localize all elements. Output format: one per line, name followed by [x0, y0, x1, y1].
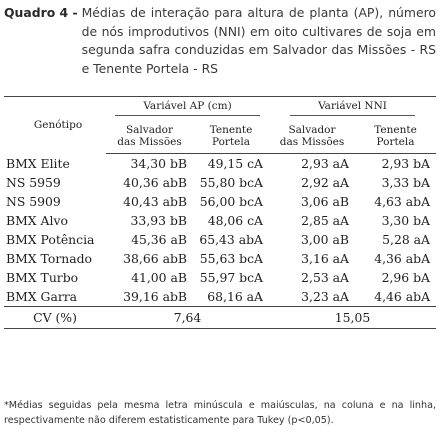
cv-ap-value: 7,64	[106, 306, 269, 329]
ap-salvador-cell: 40,43 abB	[123, 194, 187, 209]
subheader-nni-tenente: Tenente Portela	[355, 119, 437, 154]
nni-tenente-cell: 4,46 abA	[355, 287, 437, 307]
ap-tenente-cell: 49,15 cA	[207, 156, 263, 171]
ap-tenente-cell: 48,06 cA	[207, 213, 263, 228]
nni-tenente-cell: 2,93 bA	[381, 156, 431, 171]
nni-salvador-cell: 2,93 aA	[301, 156, 349, 171]
subheader-salvador-line1: Salvador	[288, 124, 336, 136]
ap-tenente-cell: 56,00 bcA	[199, 194, 263, 209]
ap-salvador-cell: 45,36 aB	[131, 232, 187, 247]
group-header-ap-label: Variável AP (cm)	[115, 100, 260, 116]
nni-salvador-cell: 3,00 aB	[300, 232, 349, 247]
cv-row: CV (%) 7,64 15,05	[4, 306, 437, 329]
subheader-salvador-line1: Salvador	[125, 124, 174, 136]
subheader-salvador-line2: das Missões	[279, 136, 345, 148]
table-row: BMX Alvo 33,93 bB 48,06 cA 2,85 aA 3,30 …	[4, 211, 436, 230]
ap-salvador-cell: 34,30 bB	[130, 156, 187, 171]
subheader-ap-salvador: Salvador das Missões	[106, 119, 193, 154]
ap-tenente-cell: 68,16 aA	[193, 287, 269, 307]
subheader-tenente-line2: Portela	[376, 136, 415, 148]
ap-tenente-cell: 55,80 bcA	[199, 175, 263, 190]
nni-salvador-cell: 3,06 aB	[300, 194, 349, 209]
table-row: BMX Potência 45,36 aB 65,43 abA 3,00 aB …	[4, 230, 436, 249]
table-row: NS 5959 40,36 abB 55,80 bcA 2,92 aA 3,33…	[4, 173, 436, 192]
nni-tenente-cell: 3,33 bA	[381, 175, 431, 190]
group-header-ap: Variável AP (cm)	[106, 96, 269, 119]
table-caption: Quadro 4 - Médias de interação para altu…	[4, 4, 436, 78]
nni-tenente-cell: 3,30 bA	[381, 213, 431, 228]
caption-text: Médias de interação para altura de plant…	[81, 5, 436, 76]
table-row: BMX Garra 39,16 abB 68,16 aA 3,23 aA 4,4…	[4, 287, 437, 307]
subheader-nni-salvador: Salvador das Missões	[269, 119, 355, 154]
ap-tenente-cell: 55,63 bcA	[199, 251, 263, 266]
genotype-cell: NS 5909	[6, 194, 61, 209]
subheader-tenente-line1: Tenente	[209, 124, 253, 136]
table-row: BMX Turbo 41,00 aB 55,97 bcA 2,53 aA 2,9…	[4, 268, 436, 287]
header-sub-row: Salvador das Missões Tenente Portela Salva…	[4, 119, 437, 154]
ap-salvador-cell: 38,66 abB	[123, 251, 187, 266]
cv-label: CV (%)	[4, 306, 106, 329]
genotype-cell: BMX Elite	[6, 155, 70, 171]
ap-salvador-cell: 33,93 bB	[130, 213, 187, 228]
ap-salvador-cell: 41,00 aB	[131, 270, 187, 285]
genotype-cell: NS 5959	[6, 175, 61, 190]
nni-tenente-cell: 4,63 abA	[374, 194, 431, 209]
table-footnote: *Médias seguidas pela mesma letra minúsc…	[4, 400, 436, 426]
ap-tenente-cell: 65,43 abA	[199, 232, 263, 247]
ap-tenente-cell: 55,97 bcA	[199, 270, 263, 285]
results-table: Genótipo Variável AP (cm) Variável NNI S…	[4, 96, 437, 329]
nni-tenente-cell: 4,36 abA	[374, 251, 431, 266]
ap-salvador-cell: 39,16 abB	[106, 287, 193, 307]
group-header-nni-label: Variável NNI	[290, 100, 415, 116]
nni-tenente-cell: 2,96 bA	[381, 270, 431, 285]
table-row: BMX Elite 34,30 bB 49,15 cA 2,93 aA 2,93…	[4, 154, 436, 174]
genotype-cell: BMX Alvo	[6, 213, 68, 228]
caption-label: Quadro 4 -	[4, 5, 78, 20]
table-row: NS 5909 40,43 abB 56,00 bcA 3,06 aB 4,63…	[4, 192, 436, 211]
subheader-tenente-line2: Portela	[211, 136, 251, 148]
nni-salvador-cell: 3,16 aA	[301, 251, 349, 266]
genotype-cell: BMX Tornado	[6, 251, 92, 266]
subheader-salvador-line2: das Missões	[117, 136, 182, 148]
group-header-nni: Variável NNI	[269, 96, 437, 119]
genotype-cell: BMX Potência	[6, 232, 95, 247]
genotype-cell: BMX Garra	[4, 287, 106, 307]
genotype-header: Genótipo	[4, 96, 106, 154]
nni-salvador-cell: 2,85 aA	[301, 213, 349, 228]
subheader-ap-tenente: Tenente Portela	[193, 119, 269, 154]
cv-nni-value: 15,05	[269, 306, 437, 329]
genotype-cell: BMX Turbo	[6, 270, 79, 285]
nni-tenente-cell: 5,28 aA	[382, 232, 431, 247]
nni-salvador-cell: 2,53 aA	[301, 270, 349, 285]
nni-salvador-cell: 2,92 aA	[301, 175, 349, 190]
table-row: BMX Tornado 38,66 abB 55,63 bcA 3,16 aA …	[4, 249, 436, 268]
header-group-row: Genótipo Variável AP (cm) Variável NNI	[4, 96, 437, 154]
subheader-tenente-line1: Tenente	[374, 124, 417, 136]
nni-salvador-cell: 3,23 aA	[269, 287, 355, 307]
ap-salvador-cell: 40,36 abB	[123, 175, 187, 190]
